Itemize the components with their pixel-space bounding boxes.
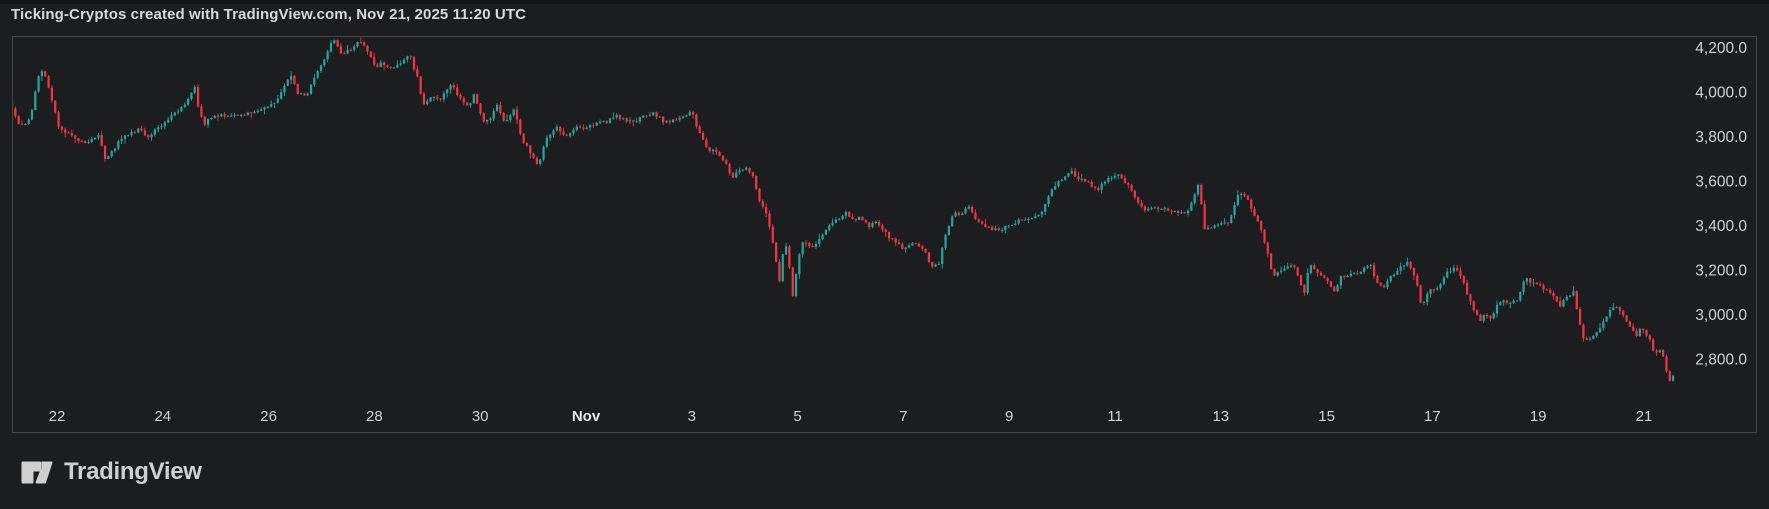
svg-text:3: 3 xyxy=(688,408,696,425)
tradingview-logo: TradingView xyxy=(21,458,202,486)
chart-frame xyxy=(12,36,1757,433)
svg-text:3,400.0: 3,400.0 xyxy=(1695,218,1747,235)
svg-text:3,000.0: 3,000.0 xyxy=(1695,307,1747,324)
svg-text:3,200.0: 3,200.0 xyxy=(1695,263,1747,280)
svg-text:22: 22 xyxy=(49,408,66,425)
svg-text:21: 21 xyxy=(1636,408,1653,425)
chart-title: Ticking-Cryptos created with TradingView… xyxy=(11,6,527,23)
svg-text:13: 13 xyxy=(1212,408,1229,425)
svg-text:4,200.0: 4,200.0 xyxy=(1695,40,1747,57)
y-axis-labels: 4,200.0 4,000.0 3,800.0 3,600.0 3,400.0 3,200… xyxy=(1695,40,1747,369)
svg-text:17: 17 xyxy=(1424,408,1441,425)
svg-text:7: 7 xyxy=(899,408,907,425)
svg-text:11: 11 xyxy=(1107,408,1123,425)
svg-text:26: 26 xyxy=(260,408,277,425)
svg-text:30: 30 xyxy=(472,408,489,425)
svg-text:2,800.0: 2,800.0 xyxy=(1695,352,1747,369)
svg-text:24: 24 xyxy=(154,408,171,425)
svg-text:Nov: Nov xyxy=(572,408,601,425)
svg-text:4,000.0: 4,000.0 xyxy=(1695,85,1747,102)
svg-text:15: 15 xyxy=(1318,408,1335,425)
svg-text:3,600.0: 3,600.0 xyxy=(1695,174,1747,191)
svg-text:28: 28 xyxy=(366,408,383,425)
x-axis-labels: 22 24 26 28 30 Nov 3 5 7 9 11 13 15 17 19 21 xyxy=(49,408,1653,425)
svg-text:5: 5 xyxy=(793,408,801,425)
top-edge-strip xyxy=(0,0,1769,4)
svg-text:3,800.0: 3,800.0 xyxy=(1695,129,1747,146)
svg-text:19: 19 xyxy=(1530,408,1547,425)
tradingview-logo-icon xyxy=(21,461,53,483)
svg-text:9: 9 xyxy=(1005,408,1013,425)
tradingview-logo-text: TradingView xyxy=(64,458,202,485)
candles xyxy=(13,37,1675,382)
